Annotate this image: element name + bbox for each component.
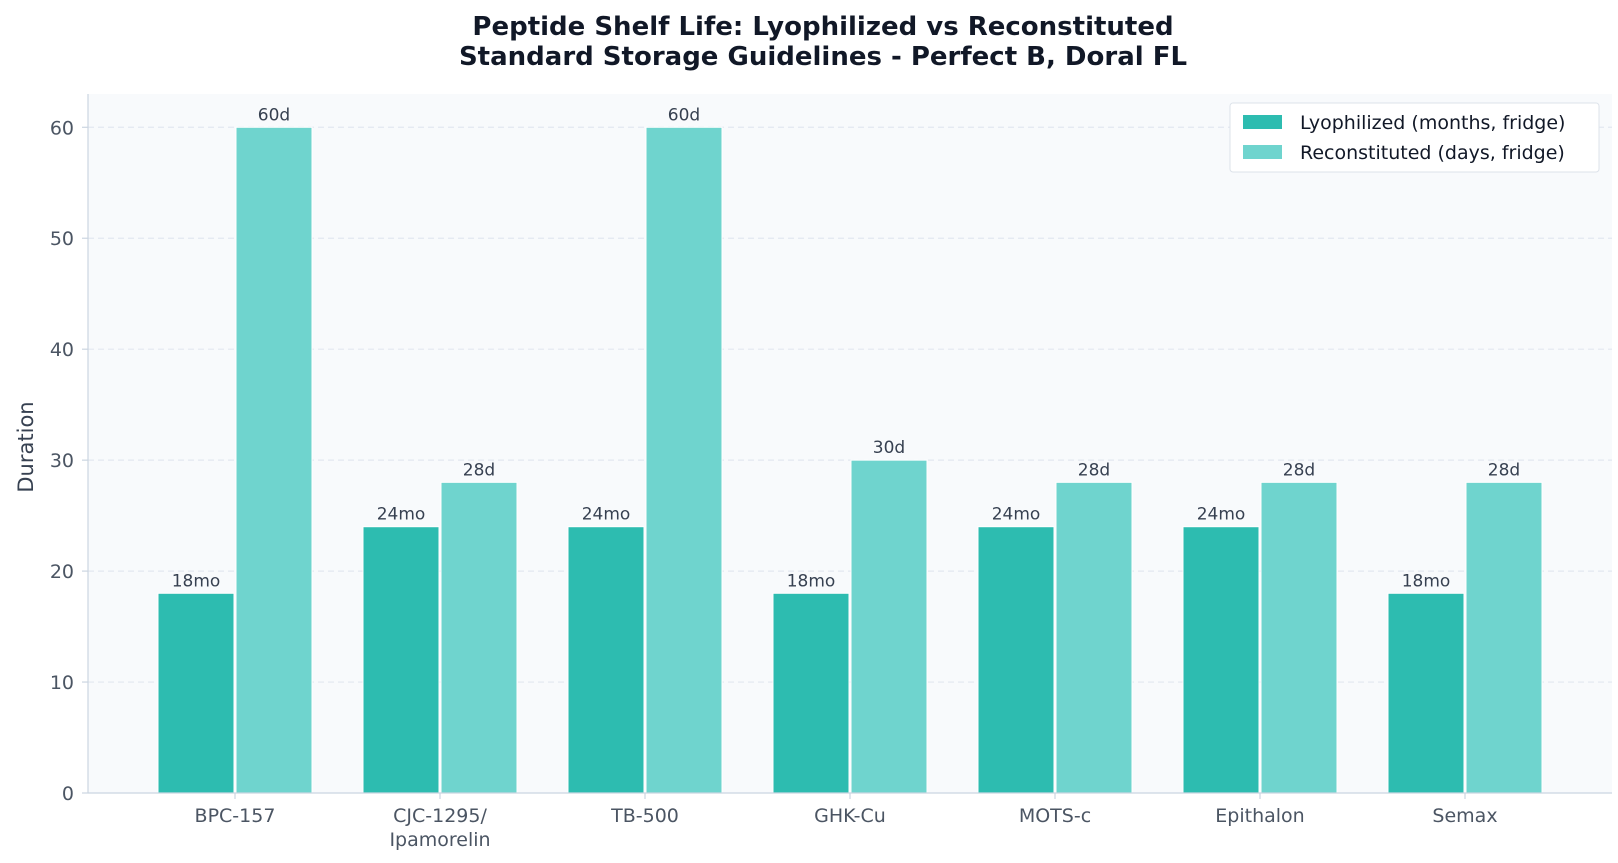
- chart-subtitle: Standard Storage Guidelines - Perfect B,…: [459, 42, 1187, 72]
- bar-lyophilized: [567, 526, 645, 794]
- data-label: 60d: [258, 105, 290, 125]
- data-label: 18mo: [172, 571, 221, 591]
- data-label: 28d: [1283, 460, 1315, 480]
- bar-lyophilized: [157, 592, 235, 794]
- x-tick-label: Semax: [1432, 805, 1497, 827]
- data-label: 30d: [873, 438, 905, 458]
- bar-reconstituted: [440, 481, 518, 794]
- legend: Lyophilized (months, fridge) Reconstitut…: [1229, 102, 1600, 173]
- legend-label-lyophilized: Lyophilized (months, fridge): [1300, 112, 1565, 134]
- chart-title: Peptide Shelf Life: Lyophilized vs Recon…: [472, 12, 1173, 42]
- bar-reconstituted: [235, 126, 313, 794]
- bar-lyophilized: [1387, 592, 1465, 794]
- bars: [157, 126, 1543, 794]
- x-tick-label: CJC-1295/: [393, 805, 487, 827]
- y-tick-label: 50: [50, 228, 74, 250]
- y-tick-label: 10: [50, 672, 74, 694]
- y-tick-label: 20: [50, 561, 74, 583]
- bar-lyophilized: [1182, 526, 1260, 794]
- data-label: 28d: [1488, 460, 1520, 480]
- y-tick-label: 40: [50, 339, 74, 361]
- data-label: 24mo: [377, 505, 426, 525]
- data-label: 18mo: [787, 571, 836, 591]
- bar-lyophilized: [772, 592, 850, 794]
- data-labels: 18mo 60d 24mo 28d 24mo 60d 18mo 30d 24mo 28d 24mo 2…: [172, 105, 1521, 591]
- x-tick-label: MOTS-c: [1019, 805, 1091, 827]
- bar-reconstituted: [1465, 481, 1543, 794]
- data-label: 24mo: [1197, 505, 1246, 525]
- x-tick-label: Ipamorelin: [389, 829, 490, 851]
- legend-label-reconstituted: Reconstituted (days, fridge): [1300, 142, 1565, 164]
- x-tick-label: GHK-Cu: [814, 805, 886, 827]
- bar-lyophilized: [977, 526, 1055, 794]
- x-tick-label: TB-500: [610, 805, 679, 827]
- bar-reconstituted: [1260, 481, 1338, 794]
- data-label: 24mo: [992, 505, 1041, 525]
- plot-area: [88, 94, 1612, 793]
- y-tick-label: 0: [62, 783, 74, 805]
- x-tick-label: Epithalon: [1215, 805, 1304, 827]
- data-label: 28d: [1078, 460, 1110, 480]
- data-label: 60d: [668, 105, 700, 125]
- y-tick-label: 60: [50, 117, 74, 139]
- y-axis-label: Duration: [14, 401, 38, 492]
- bar-reconstituted: [645, 126, 723, 794]
- legend-swatch-reconstituted: [1243, 145, 1282, 159]
- bar-reconstituted: [1055, 481, 1133, 794]
- grid: [88, 126, 1612, 683]
- legend-swatch-lyophilized: [1243, 115, 1282, 129]
- y-tick-label: 30: [50, 450, 74, 472]
- data-label: 18mo: [1402, 571, 1451, 591]
- axes: 0 10 20 30 40 50 60 BPC-157 CJC-1295/Ipamorelin T…: [50, 94, 1612, 851]
- legend-box: [1229, 102, 1600, 173]
- bar-reconstituted: [850, 459, 928, 794]
- data-label: 24mo: [582, 505, 631, 525]
- x-tick-label: BPC-157: [195, 805, 276, 827]
- bar-lyophilized: [362, 526, 440, 794]
- data-label: 28d: [463, 460, 495, 480]
